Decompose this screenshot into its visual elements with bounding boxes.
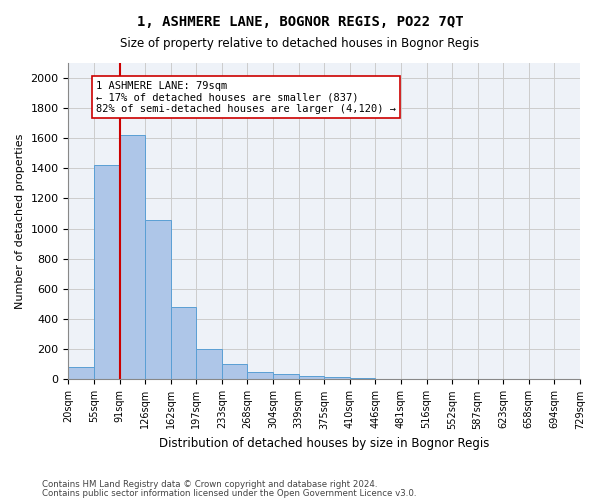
Bar	[196, 348, 222, 380]
Bar	[324, 376, 350, 380]
Bar	[94, 165, 119, 380]
Text: 1 ASHMERE LANE: 79sqm
← 17% of detached houses are smaller (837)
82% of semi-det: 1 ASHMERE LANE: 79sqm ← 17% of detached …	[96, 80, 396, 114]
Bar	[171, 307, 196, 380]
X-axis label: Distribution of detached houses by size in Bognor Regis: Distribution of detached houses by size …	[159, 437, 490, 450]
Bar	[273, 374, 299, 380]
Bar	[68, 368, 94, 380]
Bar	[119, 135, 145, 380]
Text: Contains HM Land Registry data © Crown copyright and database right 2024.: Contains HM Land Registry data © Crown c…	[42, 480, 377, 489]
Text: 1, ASHMERE LANE, BOGNOR REGIS, PO22 7QT: 1, ASHMERE LANE, BOGNOR REGIS, PO22 7QT	[137, 15, 463, 29]
Bar	[222, 364, 247, 380]
Bar	[350, 378, 376, 380]
Text: Contains public sector information licensed under the Open Government Licence v3: Contains public sector information licen…	[42, 490, 416, 498]
Bar	[145, 220, 171, 380]
Text: Size of property relative to detached houses in Bognor Regis: Size of property relative to detached ho…	[121, 38, 479, 51]
Y-axis label: Number of detached properties: Number of detached properties	[15, 134, 25, 308]
Bar	[247, 372, 273, 380]
Bar	[299, 376, 324, 380]
